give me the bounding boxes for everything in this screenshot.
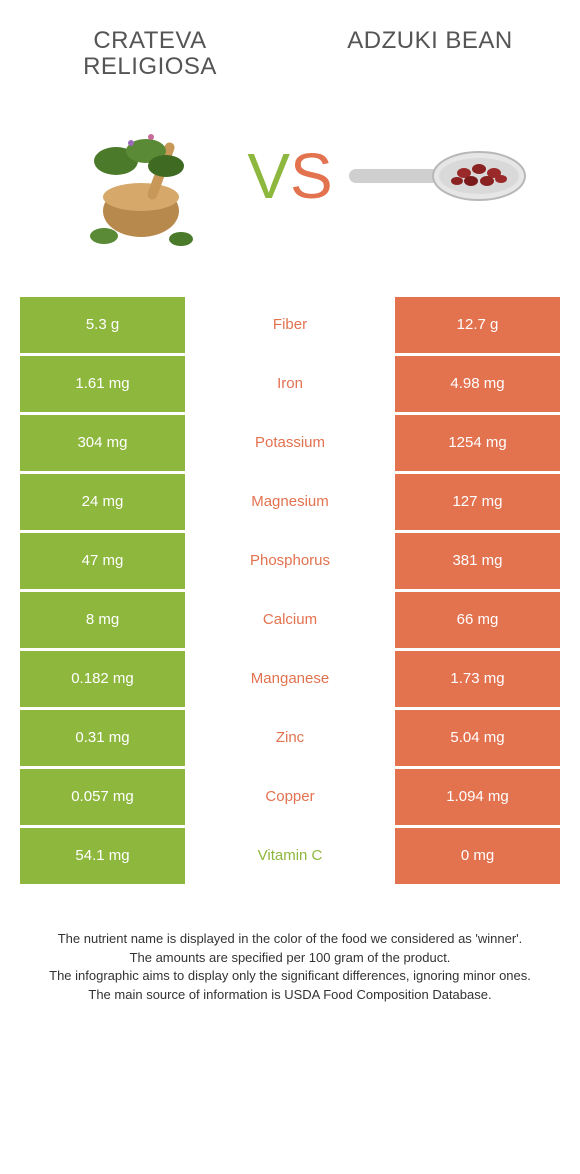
- header: CRATEVA RELIGIOSA ADZUKI BEAN: [0, 0, 580, 81]
- nutrient-label: Fiber: [188, 297, 392, 353]
- footer-line: The amounts are specified per 100 gram o…: [20, 949, 560, 968]
- nutrient-table: 5.3 gFiber12.7 g1.61 mgIron4.98 mg304 mg…: [20, 297, 560, 884]
- nutrient-label: Manganese: [188, 651, 392, 707]
- table-row: 5.3 gFiber12.7 g: [20, 297, 560, 353]
- value-left: 8 mg: [20, 592, 185, 648]
- vs-v: V: [247, 140, 290, 212]
- nutrient-label: Iron: [188, 356, 392, 412]
- footer-line: The nutrient name is displayed in the co…: [20, 930, 560, 949]
- table-row: 1.61 mgIron4.98 mg: [20, 356, 560, 412]
- food-left-image: [51, 101, 231, 251]
- nutrient-label: Copper: [188, 769, 392, 825]
- value-left: 304 mg: [20, 415, 185, 471]
- value-left: 0.182 mg: [20, 651, 185, 707]
- value-right: 1.73 mg: [395, 651, 560, 707]
- nutrient-label: Phosphorus: [188, 533, 392, 589]
- value-right: 381 mg: [395, 533, 560, 589]
- nutrient-label: Zinc: [188, 710, 392, 766]
- nutrient-label: Calcium: [188, 592, 392, 648]
- value-left: 47 mg: [20, 533, 185, 589]
- table-row: 0.057 mgCopper1.094 mg: [20, 769, 560, 825]
- food-right-title: ADZUKI BEAN: [330, 28, 530, 81]
- table-row: 0.31 mgZinc5.04 mg: [20, 710, 560, 766]
- value-right: 1254 mg: [395, 415, 560, 471]
- table-row: 0.182 mgManganese1.73 mg: [20, 651, 560, 707]
- value-left: 54.1 mg: [20, 828, 185, 884]
- footer-line: The main source of information is USDA F…: [20, 986, 560, 1005]
- table-row: 54.1 mgVitamin C0 mg: [20, 828, 560, 884]
- footer-line: The infographic aims to display only the…: [20, 967, 560, 986]
- value-right: 4.98 mg: [395, 356, 560, 412]
- value-right: 66 mg: [395, 592, 560, 648]
- value-left: 1.61 mg: [20, 356, 185, 412]
- value-right: 0 mg: [395, 828, 560, 884]
- herb-mortar-icon: [56, 101, 226, 251]
- nutrient-label: Magnesium: [188, 474, 392, 530]
- infographic-container: CRATEVA RELIGIOSA ADZUKI BEAN VS: [0, 0, 580, 1005]
- footer-notes: The nutrient name is displayed in the co…: [20, 930, 560, 1005]
- table-row: 304 mgPotassium1254 mg: [20, 415, 560, 471]
- food-right-image: [349, 101, 529, 251]
- vs-label: VS: [247, 139, 332, 213]
- food-left-title: CRATEVA RELIGIOSA: [50, 28, 250, 81]
- value-left: 24 mg: [20, 474, 185, 530]
- table-row: 24 mgMagnesium127 mg: [20, 474, 560, 530]
- hero-row: VS: [0, 81, 580, 297]
- value-right: 12.7 g: [395, 297, 560, 353]
- table-row: 47 mgPhosphorus381 mg: [20, 533, 560, 589]
- nutrient-label: Potassium: [188, 415, 392, 471]
- value-left: 0.057 mg: [20, 769, 185, 825]
- value-left: 5.3 g: [20, 297, 185, 353]
- value-right: 5.04 mg: [395, 710, 560, 766]
- nutrient-label: Vitamin C: [188, 828, 392, 884]
- vs-s: S: [290, 140, 333, 212]
- table-row: 8 mgCalcium66 mg: [20, 592, 560, 648]
- value-right: 1.094 mg: [395, 769, 560, 825]
- value-right: 127 mg: [395, 474, 560, 530]
- value-left: 0.31 mg: [20, 710, 185, 766]
- bean-spoon-icon: [349, 131, 529, 221]
